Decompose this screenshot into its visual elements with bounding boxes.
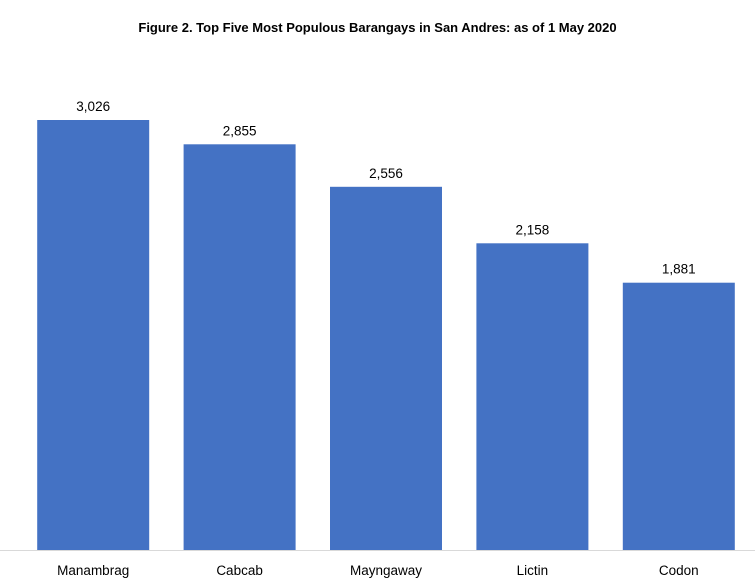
data-label-codon: 1,881 xyxy=(662,262,696,277)
data-label-lictin: 2,158 xyxy=(516,222,550,237)
bar-manambrag xyxy=(37,120,150,550)
bar-lictin xyxy=(476,243,589,551)
bars-group xyxy=(37,120,735,551)
category-label-cabcab: Cabcab xyxy=(216,563,263,578)
category-label-codon: Codon xyxy=(659,563,699,578)
bar-cabcab xyxy=(183,144,296,551)
category-label-manambrag: Manambrag xyxy=(57,563,129,578)
data-label-manambrag: 3,026 xyxy=(76,99,110,114)
data-label-mayngaway: 2,556 xyxy=(369,166,403,181)
category-label-mayngaway: Mayngaway xyxy=(350,563,422,578)
bar-codon xyxy=(622,282,735,550)
chart-title: Figure 2. Top Five Most Populous Baranga… xyxy=(138,20,617,35)
bar-mayngaway xyxy=(330,186,442,551)
value-labels-group: 3,026 2,855 2,556 2,158 1,881 xyxy=(76,99,695,277)
category-label-lictin: Lictin xyxy=(517,563,549,578)
category-labels-group: Manambrag Cabcab Mayngaway Lictin Codon xyxy=(57,563,699,578)
data-label-cabcab: 2,855 xyxy=(223,123,257,138)
